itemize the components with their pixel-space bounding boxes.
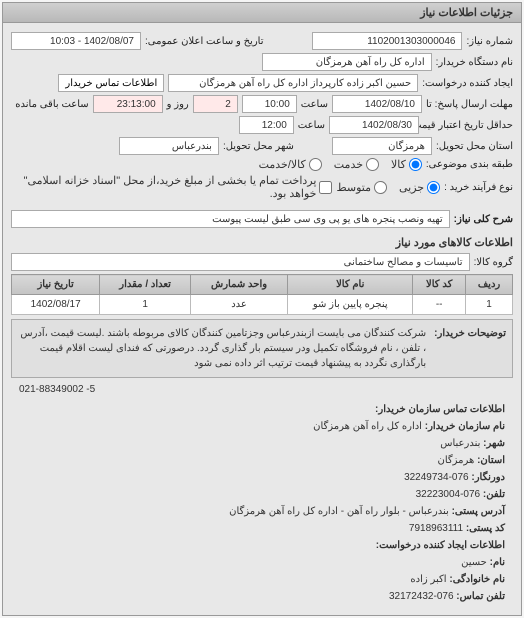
th-qty: تعداد / مقدار: [100, 275, 191, 295]
validity-label: حداقل تاریخ اعتبار قیمت: تا تاریخ:: [423, 120, 513, 131]
city-label: شهر محل تحویل:: [223, 141, 294, 152]
contact-title: اطلاعات تماس سازمان خریدار:: [375, 404, 505, 415]
td-code: --: [413, 295, 466, 315]
creator-value: حسین اکبر زاده کارپرداز اداره کل راه آهن…: [168, 74, 418, 92]
pub-date-label: تاریخ و ساعت اعلان عمومی:: [145, 36, 264, 47]
group-value: تاسیسات و مصالح ساختمانی: [11, 253, 470, 271]
province-value: هرمزگان: [332, 137, 432, 155]
time-label-2: ساعت: [298, 120, 325, 131]
contact-info-block: اطلاعات تماس سازمان خریدار: نام سازمان خ…: [11, 397, 513, 609]
time-label-1: ساعت: [301, 99, 328, 110]
pkg-radio-group: کالا خدمت کالا/خدمت: [259, 158, 422, 171]
c-city-v: بندرعباس: [440, 438, 480, 449]
buy-type-label: نوع فرآیند خرید :: [444, 182, 513, 193]
c-addr-v: بندرعباس - بلوار راه آهن - اداره کل راه …: [229, 506, 449, 517]
c-addr-k: آدرس پستی:: [452, 506, 505, 517]
pay-note-check[interactable]: پرداخت تمام یا بخشی از مبلغ خرید،از محل …: [11, 174, 332, 200]
c-tel-v: 076-32223004: [416, 489, 481, 500]
goods-section-title: اطلاعات کالاهای مورد نیاز: [11, 236, 513, 249]
pkg-goods-label: کالا: [391, 158, 406, 171]
pkg-service-option[interactable]: خدمت: [334, 158, 379, 171]
remain-days-value: 2: [193, 95, 238, 113]
validity-time-value: 12:00: [239, 116, 294, 134]
remain-time-label: ساعت باقی مانده: [15, 99, 88, 110]
pkg-service-radio[interactable]: [366, 158, 379, 171]
pay-note-label: پرداخت تمام یا بخشی از مبلغ خرید،از محل …: [11, 174, 316, 200]
c-fname-v: حسین: [461, 557, 487, 568]
pkg-both-radio[interactable]: [309, 158, 322, 171]
org-name-k: نام سازمان خریدار:: [425, 421, 505, 432]
th-code: کد کالا: [413, 275, 466, 295]
pub-date-value: 1402/08/07 - 10:03: [11, 32, 141, 50]
td-date: 1402/08/17: [12, 295, 100, 315]
details-panel: جزئیات اطلاعات نیاز شماره نیاز: 11020013…: [2, 2, 522, 616]
c-city-k: شهر:: [483, 438, 505, 449]
panel-body: شماره نیاز: 1102001303000046 تاریخ و ساع…: [3, 23, 521, 615]
buy-partial-label: جزیی: [399, 181, 424, 194]
td-row: 1: [466, 295, 513, 315]
pkg-service-label: خدمت: [334, 158, 363, 171]
remain-days-label: روز و: [167, 99, 189, 110]
pkg-goods-radio[interactable]: [409, 158, 422, 171]
remain-time-value: 23:13:00: [93, 95, 163, 113]
creator-label: ایجاد کننده درخواست:: [422, 78, 513, 89]
desc-label: شرح کلی نیاز:: [454, 214, 513, 225]
request-no-value: 1102001303000046: [312, 32, 462, 50]
org-name-v: اداره کل راه آهن هرمزگان: [313, 421, 422, 432]
c-ctel-k: تلفن تماس:: [456, 591, 505, 602]
pkg-both-option[interactable]: کالا/خدمت: [259, 158, 322, 171]
table-row: 1 -- پنجره پایین باز شو عدد 1 1402/08/17: [12, 295, 513, 315]
buyer-notes-block: توضیحات خریدار: شرکت کنندگان می بایست از…: [11, 319, 513, 378]
c-prov-k: استان:: [477, 455, 505, 466]
buy-partial-option[interactable]: جزیی: [399, 181, 440, 194]
deadline-time-value: 10:00: [242, 95, 297, 113]
goods-table: ردیف کد کالا نام کالا واحد شمارش تعداد /…: [11, 274, 513, 315]
buy-type-radio-group: جزیی متوسط: [336, 181, 440, 194]
c-post-v: 7918963111: [409, 523, 463, 534]
deadline-date-value: 1402/08/10: [332, 95, 422, 113]
td-name: پنجره پایین باز شو: [288, 295, 413, 315]
buy-medium-option[interactable]: متوسط: [336, 181, 387, 194]
pay-note-checkbox[interactable]: [319, 181, 332, 194]
buyer-notes-text: شرکت کنندگان می بایست ازبندرعباس وجزتامی…: [18, 326, 426, 371]
c-fax-v: 076-32249734: [404, 472, 469, 483]
contact-buyer-button[interactable]: اطلاعات تماس خریدار: [58, 74, 164, 92]
phone-line: 021-88349002 -5: [11, 382, 513, 397]
pkg-goods-option[interactable]: کالا: [391, 158, 422, 171]
validity-date-value: 1402/08/30: [329, 116, 419, 134]
c-post-k: کد پستی:: [466, 523, 505, 534]
desc-value: تهیه ونصب پنجره های یو پی وی سی طبق لیست…: [11, 210, 450, 228]
th-name: نام کالا: [288, 275, 413, 295]
th-row: ردیف: [466, 275, 513, 295]
buy-medium-radio[interactable]: [374, 181, 387, 194]
table-header-row: ردیف کد کالا نام کالا واحد شمارش تعداد /…: [12, 275, 513, 295]
province-label: استان محل تحویل:: [436, 141, 513, 152]
buyer-dev-value: اداره کل راه آهن هرمزگان: [262, 53, 432, 71]
group-label: گروه کالا:: [474, 257, 513, 268]
c-fax-k: دورنگار:: [471, 472, 505, 483]
buyer-dev-label: نام دستگاه خریدار:: [436, 57, 513, 68]
th-unit: واحد شمارش: [190, 275, 287, 295]
c-fname-k: نام:: [490, 557, 505, 568]
deadline-recv-label: مهلت ارسال پاسخ: تا: [426, 99, 513, 110]
c-tel-k: تلفن:: [483, 489, 505, 500]
td-qty: 1: [100, 295, 191, 315]
td-unit: عدد: [190, 295, 287, 315]
c-prov-v: هرمزگان: [437, 455, 474, 466]
city-value: بندرعباس: [119, 137, 219, 155]
pkg-label: طبقه بندی موضوعی:: [426, 159, 513, 170]
buyer-notes-label: توضیحات خریدار:: [426, 326, 506, 371]
request-no-label: شماره نیاز:: [466, 36, 513, 47]
panel-title: جزئیات اطلاعات نیاز: [3, 3, 521, 23]
c-ctel-v: 076-32172432: [389, 591, 454, 602]
creator-info-title: اطلاعات ایجاد کننده درخواست:: [376, 540, 505, 551]
pkg-both-label: کالا/خدمت: [259, 158, 306, 171]
buy-medium-label: متوسط: [336, 181, 371, 194]
th-date: تاریخ نیاز: [12, 275, 100, 295]
buy-partial-radio[interactable]: [427, 181, 440, 194]
